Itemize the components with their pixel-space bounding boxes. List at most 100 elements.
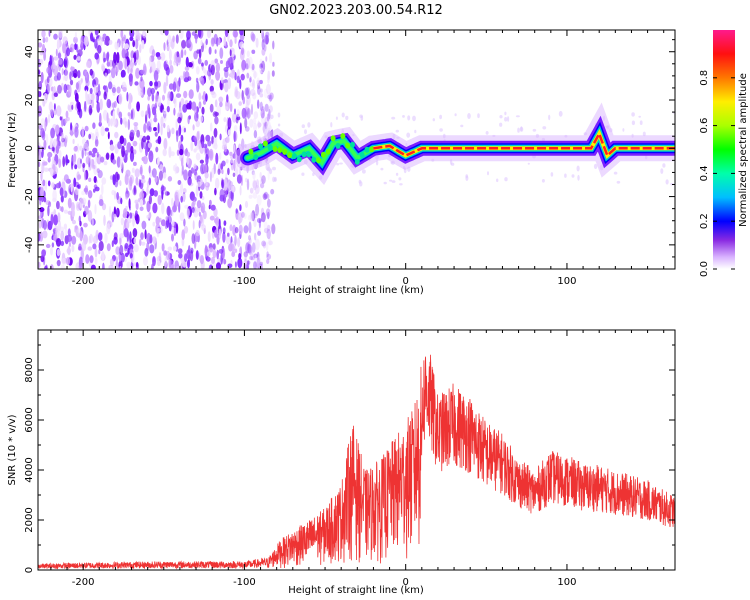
noise-blob xyxy=(223,36,227,47)
noise-blob xyxy=(223,220,227,226)
noise-blob xyxy=(135,214,140,225)
noise-blob xyxy=(149,68,152,74)
noise-blob xyxy=(215,152,219,165)
noise-blob xyxy=(244,253,247,262)
noise-blob xyxy=(116,173,120,181)
noise-blob xyxy=(119,244,124,256)
noise-blob xyxy=(53,108,58,116)
noise-blob xyxy=(168,83,174,90)
noise-blob xyxy=(148,55,152,68)
noise-blob xyxy=(84,100,87,112)
noise-blob xyxy=(73,146,78,152)
noise-blob xyxy=(180,182,184,194)
noise-blob xyxy=(99,98,103,111)
x-tick-label: 0 xyxy=(402,577,408,588)
noise-blob xyxy=(176,149,180,156)
noise-blob xyxy=(230,243,235,252)
noise-blob xyxy=(115,256,118,268)
noise-blob xyxy=(40,71,44,84)
noise-blob xyxy=(47,76,50,84)
noise-blob xyxy=(220,163,224,170)
noise-blob xyxy=(248,255,254,261)
noise-blob xyxy=(139,44,142,53)
noise-blob xyxy=(41,30,46,38)
noise-blob xyxy=(59,142,65,147)
noise-blob xyxy=(141,39,145,50)
noise-blob xyxy=(114,41,118,50)
faint-dot xyxy=(616,180,621,184)
noise-blob xyxy=(140,76,143,82)
noise-blob xyxy=(218,249,224,254)
noise-blob xyxy=(112,174,116,186)
noise-blob xyxy=(84,125,89,132)
noise-blob xyxy=(59,116,62,121)
noise-blob xyxy=(125,252,129,257)
noise-blob xyxy=(127,247,130,255)
noise-blob xyxy=(91,218,94,226)
noise-blob xyxy=(115,246,120,255)
noise-blob xyxy=(94,38,98,49)
colorbar-ticks: 0.0 0.2 0.4 0.6 0.8 xyxy=(699,70,735,277)
noise-blob xyxy=(42,37,46,44)
faint-dot xyxy=(504,117,508,122)
noise-blob xyxy=(254,232,257,241)
noise-blob xyxy=(186,208,190,218)
y-tick-label: 0 xyxy=(24,567,35,573)
noise-blob xyxy=(133,122,139,127)
noise-blob xyxy=(98,232,103,242)
noise-blob xyxy=(259,93,264,98)
noise-blob xyxy=(129,129,135,138)
noise-blob xyxy=(101,65,106,72)
noise-blob xyxy=(106,98,112,109)
noise-blob xyxy=(200,202,206,214)
ridge-patch xyxy=(359,152,365,158)
noise-blob xyxy=(265,56,268,62)
noise-blob xyxy=(94,257,98,265)
noise-blob xyxy=(262,241,267,249)
noise-blob xyxy=(120,154,124,165)
noise-blob xyxy=(83,222,88,228)
noise-blob xyxy=(90,32,94,42)
noise-blob xyxy=(104,72,108,78)
noise-blob xyxy=(245,177,248,183)
noise-blob xyxy=(154,131,158,137)
noise-blob xyxy=(81,126,84,139)
noise-blob xyxy=(219,133,222,141)
noise-blob xyxy=(260,108,265,119)
faint-dot xyxy=(542,126,547,130)
noise-blob xyxy=(94,247,98,258)
noise-blob xyxy=(60,240,65,247)
faint-dot xyxy=(487,171,489,176)
faint-dot xyxy=(266,166,271,172)
noise-blob xyxy=(252,71,258,78)
faint-dot xyxy=(665,179,669,185)
noise-blob xyxy=(38,42,43,48)
noise-blob xyxy=(58,158,62,169)
noise-blob xyxy=(252,180,257,191)
noise-blob xyxy=(221,180,225,189)
noise-blob xyxy=(192,124,195,131)
noise-blob xyxy=(212,249,217,259)
noise-blob xyxy=(260,207,265,216)
noise-blob xyxy=(252,117,257,125)
noise-blob xyxy=(77,49,83,57)
noise-blob xyxy=(53,92,58,98)
noise-blob xyxy=(196,181,202,188)
noise-blob xyxy=(97,83,101,93)
noise-blob xyxy=(269,92,274,100)
noise-blob xyxy=(63,209,68,214)
noise-blob xyxy=(99,112,102,125)
faint-dot xyxy=(631,120,636,126)
noise-blob xyxy=(56,39,60,50)
noise-blob xyxy=(265,31,270,38)
noise-blob xyxy=(255,203,260,216)
noise-blob xyxy=(240,47,245,56)
noise-blob xyxy=(120,252,125,263)
noise-blob xyxy=(64,118,68,124)
noise-blob xyxy=(175,265,181,269)
noise-blob xyxy=(160,219,166,227)
noise-blob xyxy=(59,226,65,233)
noise-blob xyxy=(265,83,271,95)
noise-blob xyxy=(157,194,162,206)
noise-blob xyxy=(132,215,135,227)
